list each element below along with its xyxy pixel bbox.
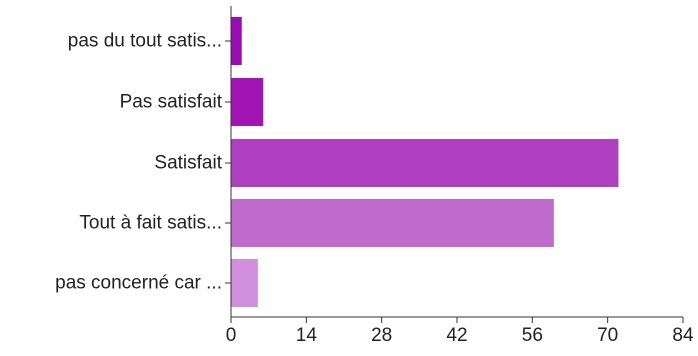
bar-3	[231, 199, 554, 247]
bar-4	[231, 259, 258, 307]
x-tick-label-6: 84	[672, 325, 694, 346]
bar-2	[231, 139, 619, 187]
x-tick-label-1: 14	[296, 325, 318, 346]
bar-1	[231, 78, 264, 126]
category-label-2: Satisfait	[154, 153, 222, 174]
category-label-4: pas concerné car ...	[55, 273, 222, 294]
bar-0	[231, 17, 242, 65]
x-tick-label-3: 42	[446, 325, 467, 346]
bars-group	[231, 17, 619, 307]
x-tick-label-0: 0	[226, 325, 237, 346]
category-label-3: Tout à fait satis...	[79, 213, 222, 234]
x-ticks: 0 14 28 42 56 70 84	[226, 317, 694, 346]
category-label-0: pas du tout satis...	[68, 31, 222, 52]
category-labels: pas du tout satis... Pas satisfait Satisfa…	[55, 31, 231, 294]
x-tick-label-2: 28	[371, 325, 392, 346]
x-tick-label-5: 70	[597, 325, 618, 346]
x-tick-label-4: 56	[522, 325, 543, 346]
category-label-1: Pas satisfait	[120, 92, 223, 113]
